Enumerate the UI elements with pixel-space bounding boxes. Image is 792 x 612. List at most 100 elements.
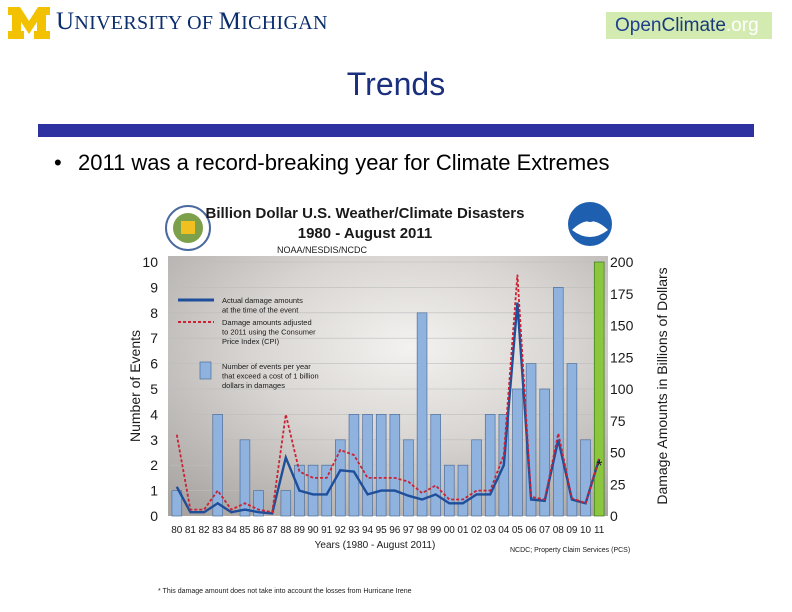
bullet-point: • 2011 was a record-breaking year for Cli…	[54, 150, 609, 176]
y-tick-label: 5	[150, 381, 158, 397]
damage-lines	[175, 274, 601, 515]
event-bars	[171, 261, 605, 517]
event-bar-05	[512, 388, 523, 517]
badge-climate-text: Climate	[661, 15, 726, 36]
x-tick-label: 80	[171, 525, 183, 536]
y-tick-label: 6	[150, 356, 158, 372]
y2-tick-label: 150	[610, 318, 634, 334]
slide-title: Trends	[346, 66, 446, 102]
y-axis-label: Number of Events	[127, 330, 143, 442]
x-tick-label: 87	[267, 525, 279, 536]
event-bar-99	[430, 414, 441, 517]
legend-swatch-bars	[199, 361, 212, 380]
event-bar-97	[403, 439, 414, 517]
x-tick-label: 88	[280, 525, 292, 536]
y2-tick-label: 75	[610, 413, 626, 429]
x-tick-label: 89	[294, 525, 306, 536]
y2-tick-label: 50	[610, 445, 626, 461]
x-tick-label: 03	[485, 525, 497, 536]
legend-label-line: Damage amounts adjusted	[222, 318, 312, 327]
y-tick-label: 1	[150, 483, 158, 499]
event-bar-95	[375, 414, 387, 517]
university-initial-m: M	[218, 8, 242, 35]
x-tick-label: 91	[321, 525, 333, 536]
badge-open-text: Open	[615, 15, 662, 36]
y2-tick-label: 200	[610, 254, 634, 270]
y2-tick-label: 25	[610, 476, 626, 492]
y-tick-label: 7	[150, 330, 158, 346]
x-tick-label: 02	[471, 525, 483, 536]
openclimate-badge: OpenClimate.org	[606, 12, 772, 39]
university-name: UNIVERSITY OF MICHIGAN	[56, 8, 328, 36]
event-bar-83	[212, 414, 223, 517]
event-bar-98	[416, 312, 428, 517]
x-tick-label: 84	[226, 525, 238, 536]
event-bar-90	[307, 464, 319, 517]
x-tick-label: 07	[539, 525, 551, 536]
event-bar-09	[566, 363, 578, 517]
x-tick-label: 98	[417, 525, 429, 536]
x-tick-label: 96	[389, 525, 401, 536]
chart-title: Billion Dollar U.S. Weather/Climate Disa…	[206, 205, 525, 222]
x-tick-label: 06	[526, 525, 538, 536]
disasters-chart: Billion Dollar U.S. Weather/Climate Disa…	[120, 190, 672, 600]
event-bar-08	[553, 287, 564, 517]
y-tick-label: 9	[150, 279, 158, 295]
chart-credit: NCDC; Property Claim Services (PCS)	[510, 547, 630, 554]
x-axis-ticks: 80 81 82 83 84 85 86 87 88 89 90 91 92 93 94 95 96 97 98 99…	[171, 525, 605, 536]
x-tick-label: 05	[512, 525, 524, 536]
irene-annotation: *	[596, 458, 602, 475]
university-name-part1: NIVERSITY OF	[74, 12, 219, 34]
x-tick-label: 82	[199, 525, 211, 536]
legend-label-line: Price Index (CPI)	[222, 337, 280, 346]
event-bar-01	[457, 464, 469, 517]
legend-label-line: that exceed a cost of 1 billion	[222, 372, 319, 381]
x-tick-label: 85	[239, 525, 251, 536]
x-tick-label: 08	[553, 525, 565, 536]
event-bar-91	[321, 464, 332, 517]
x-tick-label: 81	[185, 525, 197, 536]
badge-org-text: .org	[725, 15, 759, 36]
event-bar-80	[171, 490, 183, 517]
event-bar-94	[362, 414, 373, 517]
y-tick-label: 3	[150, 432, 158, 448]
x-tick-label: 95	[376, 525, 388, 536]
y-tick-label: 2	[150, 457, 158, 473]
left-axis-ticks: 0 1 2 3 4 5 6 7 8 9 10	[142, 254, 158, 524]
x-tick-label: 83	[212, 525, 224, 536]
event-bar-00	[444, 464, 455, 517]
x-tick-label: 93	[348, 525, 360, 536]
chart-footnote: * This damage amount does not take into …	[158, 588, 412, 595]
y-tick-label: 10	[142, 254, 158, 270]
y2-tick-label: 125	[610, 349, 634, 365]
event-bar-10	[580, 439, 591, 517]
legend-label-line: Number of events per year	[222, 362, 311, 371]
y-tick-label: 8	[150, 305, 158, 321]
bullet-symbol: •	[54, 150, 62, 175]
y-tick-label: 0	[150, 508, 158, 524]
y2-tick-label: 100	[610, 381, 634, 397]
chart-source: NOAA/NESDIS/NCDC	[277, 245, 368, 255]
event-bar-88	[280, 490, 292, 517]
legend-label-line: dollars in damages	[222, 381, 285, 390]
x-axis-label: Years (1980 - August 2011)	[315, 540, 436, 551]
x-tick-label: 97	[403, 525, 415, 536]
legend-label-line: Actual damage amounts	[222, 296, 303, 305]
x-tick-label: 00	[444, 525, 456, 536]
noaa-logo-icon	[568, 202, 612, 246]
left-seal-icon	[165, 205, 211, 251]
event-bar-86	[253, 490, 264, 517]
event-bar-85	[239, 439, 251, 517]
y2-tick-label: 175	[610, 286, 634, 302]
event-bar-96	[389, 414, 401, 517]
y-tick-label: 4	[150, 406, 158, 422]
event-bar-11	[593, 261, 605, 517]
legend-label-line: to 2011 using the Consumer	[222, 328, 316, 337]
x-tick-label: 90	[308, 525, 320, 536]
event-bar-02	[471, 439, 482, 517]
university-name-part2: ICHIGAN	[241, 12, 328, 34]
university-initial-u: U	[56, 8, 75, 35]
x-tick-label: 92	[335, 525, 347, 536]
right-axis-ticks: 0 25 50 75 100 125 150 175 200	[610, 254, 634, 524]
